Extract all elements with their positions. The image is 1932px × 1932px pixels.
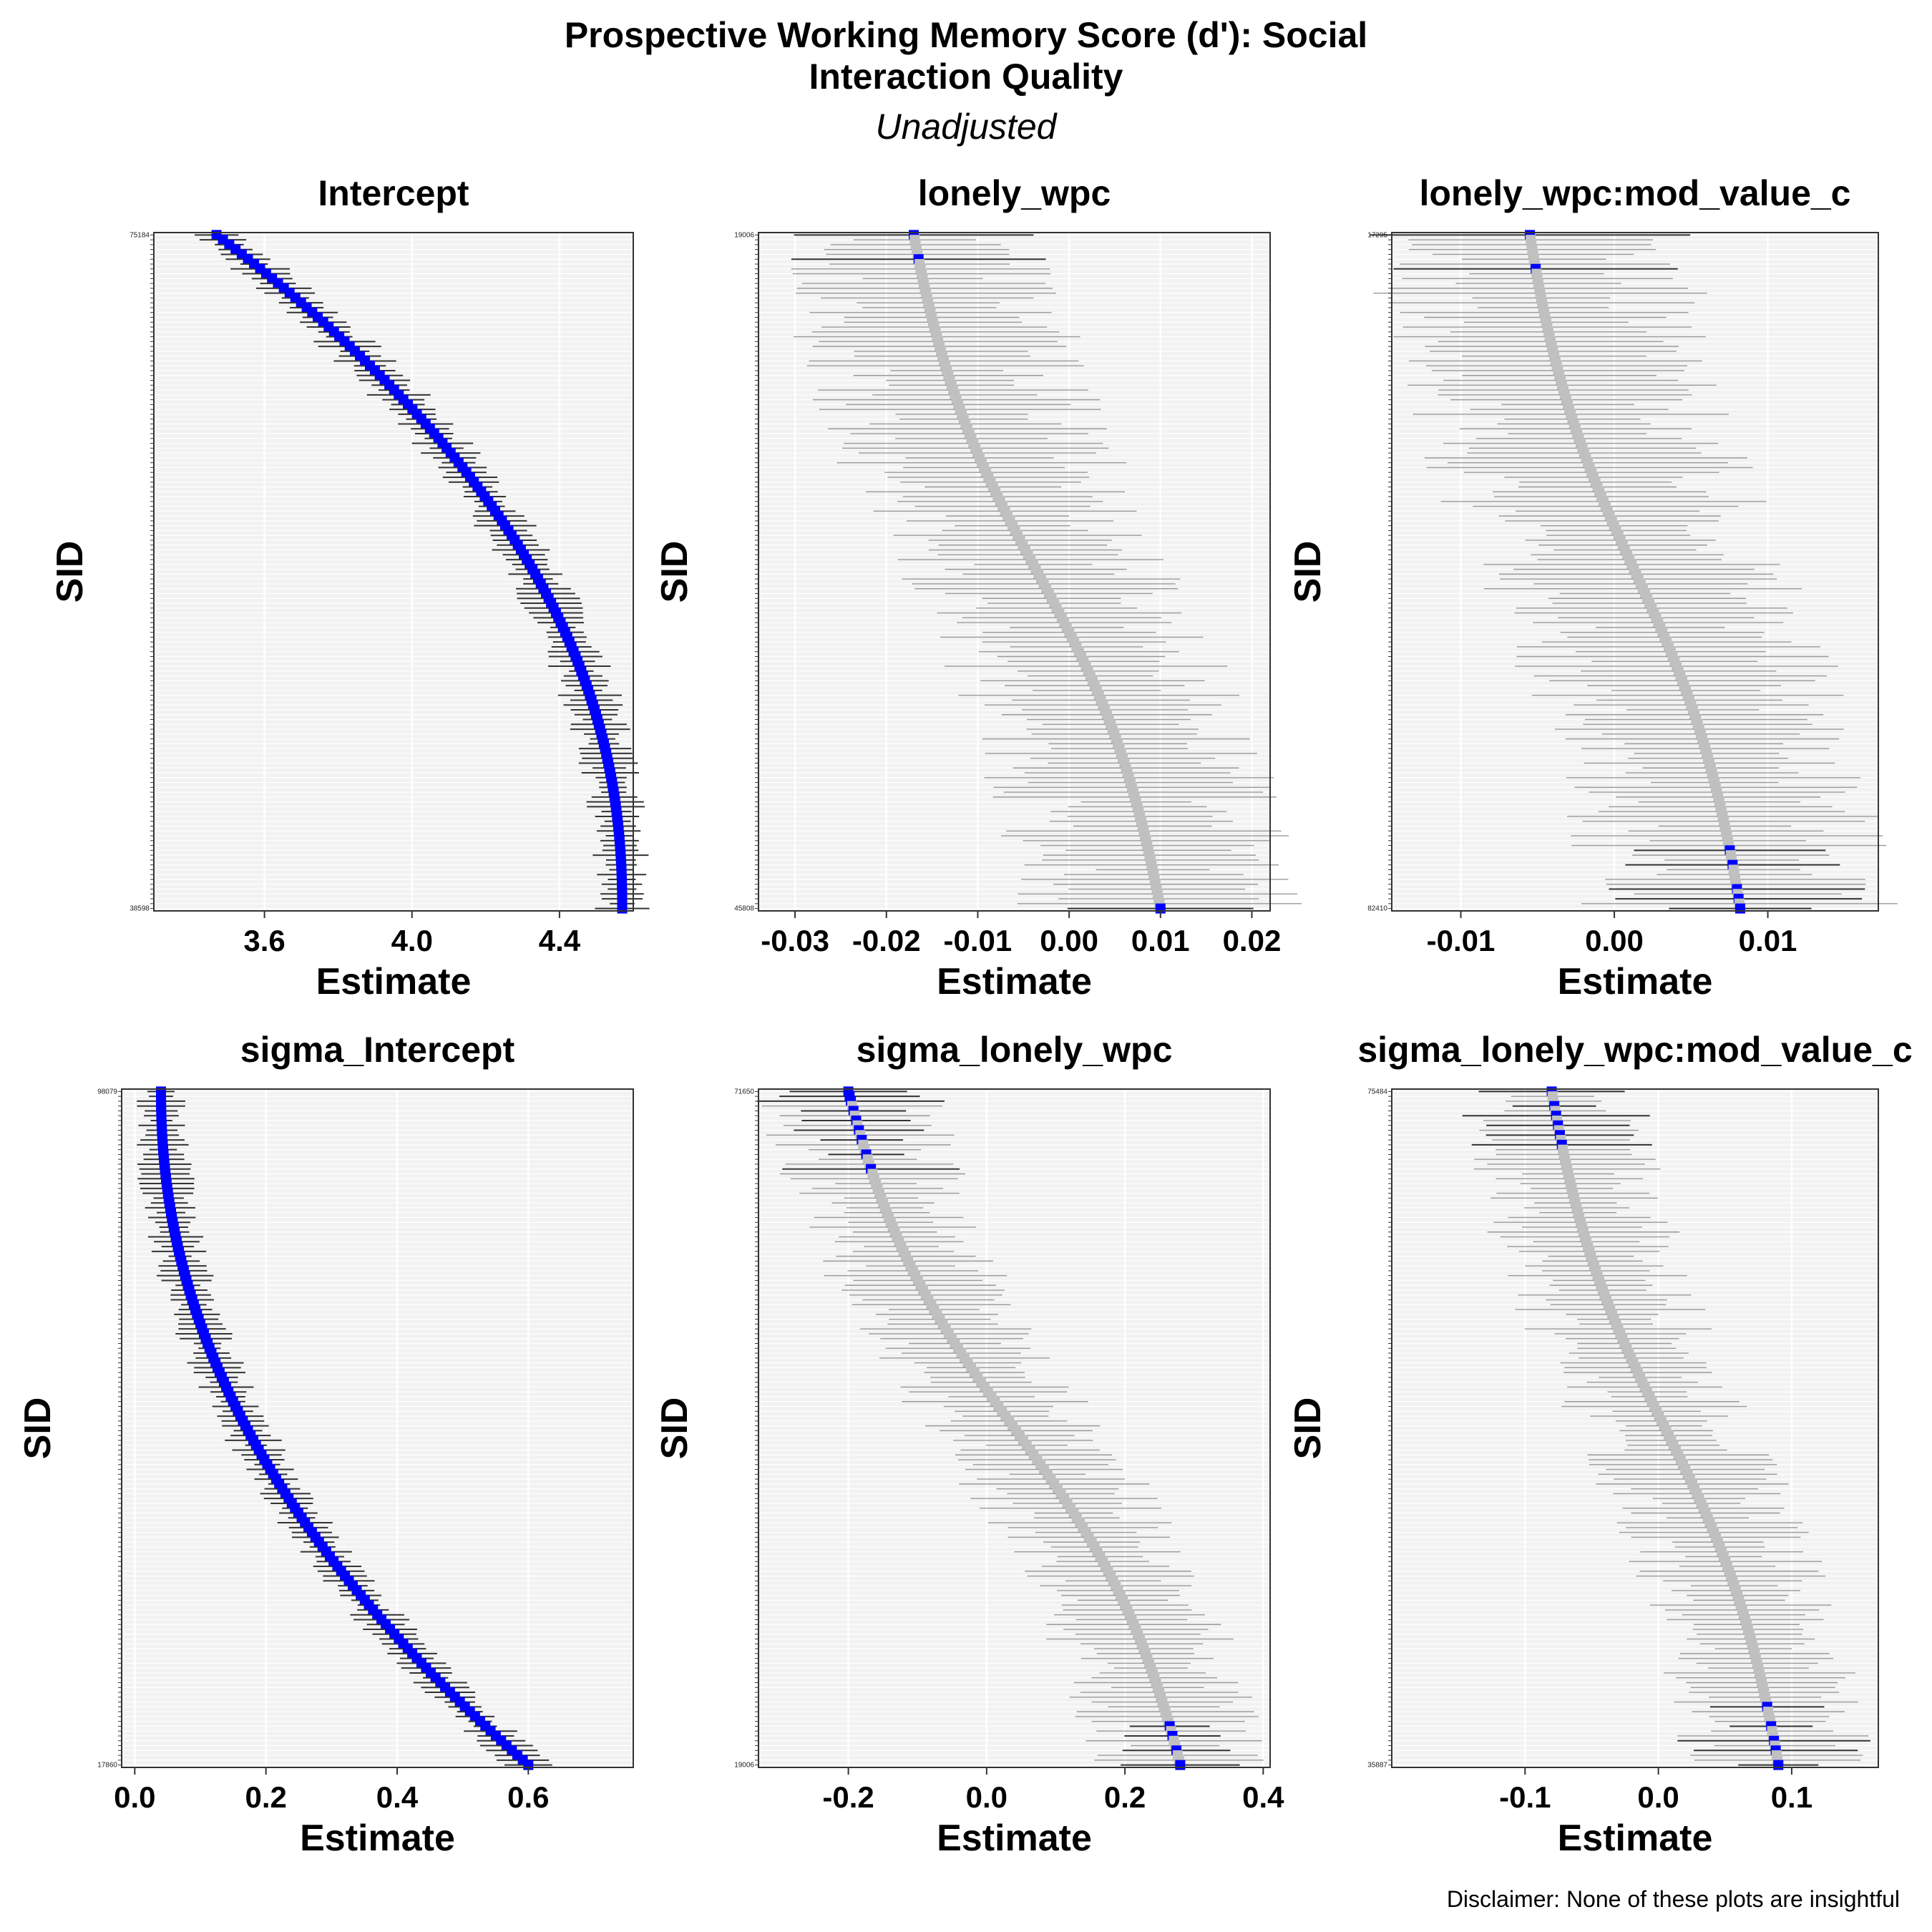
panel-background	[154, 233, 633, 911]
x-tick-label: 0.1	[1771, 1780, 1813, 1814]
estimate-point	[1735, 903, 1745, 914]
estimate-point	[1175, 1760, 1186, 1770]
y-axis-label: SID	[1287, 541, 1329, 603]
sid-label: 38598	[130, 905, 150, 913]
sid-label: 45808	[734, 905, 754, 913]
sid-label: 71650	[734, 1088, 754, 1096]
estimate-point	[617, 903, 628, 914]
panel-border	[121, 1088, 634, 1768]
x-axis-label: Estimate	[937, 1818, 1092, 1859]
panel-border	[1391, 1088, 1879, 1768]
panel-2: 19006 45808 -0.03 -0.02 -0.01 0.00 0.01 0.02 lon…	[654, 173, 1302, 1002]
estimate-point	[1773, 1760, 1784, 1770]
x-tick-label: 0.02	[1223, 924, 1282, 957]
x-tick-label: -0.02	[852, 924, 921, 957]
y-axis-label: SID	[1287, 1397, 1329, 1460]
panel-background	[1392, 1089, 1878, 1767]
sid-label: 75184	[130, 231, 150, 239]
x-tick-label: 0.0	[1637, 1780, 1679, 1814]
panel-border	[153, 232, 634, 912]
panel-title: sigma_lonely_wpc:mod_value_c	[1357, 1030, 1912, 1070]
sid-label: 82410	[1367, 905, 1387, 913]
panel-border	[758, 232, 1271, 912]
x-tick-label: 3.6	[243, 924, 285, 957]
panel-background	[758, 233, 1270, 911]
panel-4: 98079 17860 0.0 0.2 0.4 0.6 sigma_Intercept Est…	[17, 1030, 634, 1859]
disclaimer: Disclaimer: None of these plots are insi…	[1446, 1886, 1900, 1912]
x-tick-label: 0.0	[114, 1780, 155, 1814]
panel-title: Intercept	[318, 173, 469, 213]
sid-label: 75484	[1367, 1088, 1387, 1096]
panel-title: lonely_wpc	[918, 173, 1111, 213]
panel-3: 17295 82410 -0.01 0.00 0.01 lonely_wpc:mod_va…	[1287, 173, 1898, 1002]
sid-label: 19006	[734, 231, 754, 239]
x-tick-label: 0.2	[1104, 1780, 1146, 1814]
y-axis-label: SID	[654, 541, 696, 603]
sid-label: 35887	[1367, 1762, 1387, 1770]
x-tick-label: 0.6	[507, 1780, 549, 1814]
panel-border	[758, 1088, 1271, 1768]
x-tick-label: 0.0	[966, 1780, 1008, 1814]
x-tick-label: 0.4	[376, 1780, 419, 1814]
x-tick-label: -0.2	[822, 1780, 874, 1814]
x-tick-label: 4.4	[539, 924, 581, 957]
panel-6: 75484 35887 -0.1 0.0 0.1 sigma_lonely_wpc:mod…	[1287, 1030, 1913, 1859]
x-tick-label: 0.2	[245, 1780, 286, 1814]
panel-title: sigma_lonely_wpc	[857, 1030, 1173, 1070]
x-tick-label: 0.00	[1040, 924, 1098, 957]
figure-subtitle: Unadjusted	[875, 107, 1057, 147]
sid-label: 19006	[734, 1762, 754, 1770]
figure-title: Prospective Working Memory Score (d'): S…	[0, 14, 1932, 97]
x-axis-label: Estimate	[1558, 961, 1713, 1002]
x-tick-label: 0.01	[1739, 924, 1797, 957]
y-axis-label: SID	[654, 1397, 696, 1460]
panel-5: 71650 19006 -0.2 0.0 0.2 0.4 sigma_lonely_wpc E…	[654, 1030, 1284, 1859]
x-tick-label: -0.03	[761, 924, 829, 957]
panel-title: sigma_Intercept	[240, 1030, 515, 1070]
panel-title: lonely_wpc:mod_value_c	[1419, 173, 1850, 213]
sid-label: 98079	[97, 1088, 117, 1096]
x-tick-label: 0.00	[1585, 924, 1644, 957]
x-tick-label: 4.0	[391, 924, 433, 957]
x-tick-label: -0.01	[1427, 924, 1496, 957]
y-axis-label: SID	[17, 1397, 59, 1460]
figure-title-line1: Prospective Working Memory Score (d'): S…	[564, 15, 1368, 55]
x-tick-label: -0.1	[1499, 1780, 1551, 1814]
panel-background	[122, 1089, 633, 1767]
x-axis-label: Estimate	[300, 1818, 455, 1859]
x-tick-label: 0.01	[1131, 924, 1190, 957]
y-axis-label: SID	[49, 541, 91, 603]
x-axis-label: Estimate	[316, 961, 472, 1002]
x-tick-label: -0.01	[944, 924, 1013, 957]
panel-border	[1391, 232, 1879, 912]
figure-title-line2: Interaction Quality	[809, 57, 1123, 97]
x-axis-label: Estimate	[937, 961, 1092, 1002]
x-tick-label: 0.4	[1242, 1780, 1284, 1814]
x-axis-label: Estimate	[1558, 1818, 1713, 1859]
sid-label: 17860	[97, 1762, 117, 1770]
sid-label: 17295	[1367, 231, 1387, 239]
panel-1: 75184 38598 3.6 4.0 4.4 Intercept Estimate SID	[49, 173, 650, 1002]
